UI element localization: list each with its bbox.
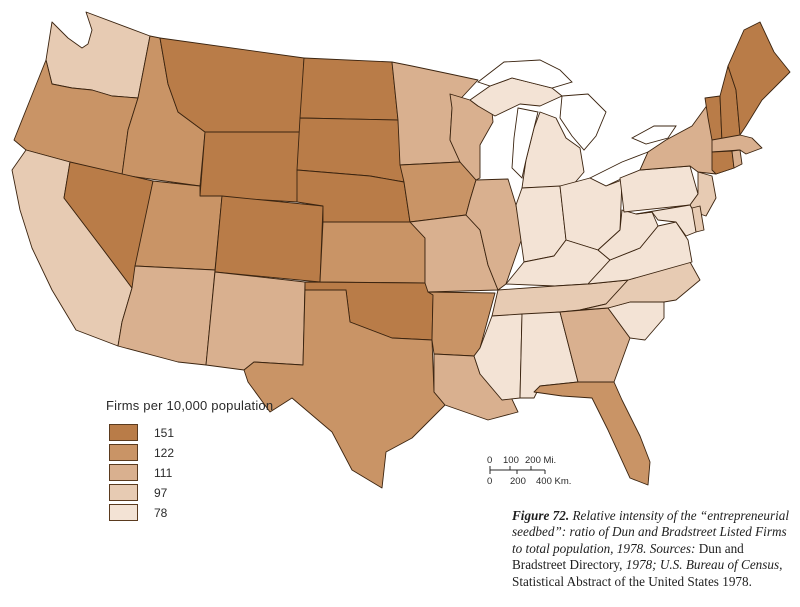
legend-swatch-97: 97 [109,484,167,501]
state-north-carolina [579,261,701,311]
state-rhode-island [731,149,743,169]
caption-plain-2: Statistical Abstract of the United State… [512,573,752,589]
state-nevada [63,161,154,289]
state-delaware [691,205,705,233]
state-wyoming [199,131,301,203]
figure-caption: Figure 72. Relative intensity of the “en… [512,508,794,590]
state-texas [243,289,446,489]
caption-italic-1: Relative intensity of the “entrepreneuri… [512,508,790,556]
scale-mi-200: 200 Mi. [525,455,556,466]
legend-label-97: 97 [154,486,168,500]
scale-km-200: 200 [510,476,526,487]
legend-swatch-78: 78 [109,504,167,521]
scale-mi-100: 100 [503,455,519,466]
caption-plain-1: Dun and Bradstreet Directory, [512,540,744,573]
scale-bar: 0 100 200 Mi. 0 200 400 Km. [487,455,571,487]
legend-label-151: 151 [154,426,175,440]
legend-title: Firms per 10,000 population [106,398,274,413]
legend-label-111: 111 [154,466,173,480]
figure-label: Figure 72. [512,508,570,523]
state-pennsylvania [619,165,699,213]
state-iowa [399,161,477,223]
state-new-mexico [205,271,306,371]
state-maryland [635,204,697,237]
state-maine [727,21,791,136]
scale-km-400: 400 Km. [536,476,571,487]
lake-huron [559,93,607,151]
legend-swatch-111: 111 [109,464,172,481]
legend-label-78: 78 [154,506,168,520]
lake-superior [477,59,573,89]
state-north-dakota [299,57,399,121]
lake-ontario [630,125,677,145]
state-colorado [214,195,324,283]
legend-swatch-122: 122 [109,444,174,461]
caption-italic-2: 1978; U.S. Bureau of Census, [625,557,783,573]
state-connecticut [711,150,735,175]
lake-michigan [511,107,539,179]
state-washington [45,11,151,99]
state-kansas [319,221,426,284]
state-florida [533,381,651,486]
scale-mi-0: 0 [487,455,492,466]
scale-km-0: 0 [487,476,492,487]
state-arizona [117,265,216,366]
legend-swatch-151: 151 [109,424,174,441]
legend: 151 122 111 97 78 [109,424,174,524]
legend-label-122: 122 [154,446,175,460]
